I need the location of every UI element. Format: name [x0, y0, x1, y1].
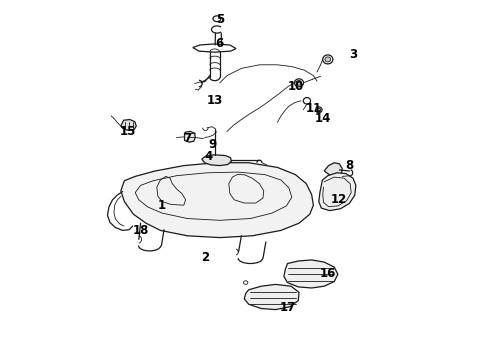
Polygon shape: [185, 131, 196, 142]
Polygon shape: [324, 163, 342, 176]
Text: 18: 18: [132, 224, 149, 237]
Text: 2: 2: [201, 251, 209, 264]
Text: 8: 8: [345, 159, 353, 172]
Ellipse shape: [296, 81, 301, 85]
Text: 10: 10: [287, 80, 303, 93]
Text: 1: 1: [158, 199, 166, 212]
Text: 5: 5: [216, 13, 224, 26]
Ellipse shape: [317, 108, 320, 112]
Text: 11: 11: [305, 102, 321, 114]
Text: 16: 16: [319, 267, 336, 280]
Text: 13: 13: [206, 94, 222, 107]
Text: 14: 14: [314, 112, 331, 125]
Text: 12: 12: [330, 193, 347, 206]
Text: 3: 3: [349, 48, 357, 60]
Polygon shape: [319, 173, 356, 211]
Text: 9: 9: [208, 138, 217, 150]
Polygon shape: [245, 284, 299, 310]
Polygon shape: [121, 163, 314, 238]
Text: 7: 7: [183, 132, 192, 145]
Polygon shape: [202, 155, 231, 166]
Polygon shape: [284, 260, 338, 288]
Text: 15: 15: [120, 125, 136, 138]
Text: 6: 6: [216, 37, 224, 50]
Text: 17: 17: [280, 301, 296, 314]
Text: 4: 4: [205, 150, 213, 163]
Ellipse shape: [325, 57, 331, 62]
Polygon shape: [121, 120, 136, 130]
